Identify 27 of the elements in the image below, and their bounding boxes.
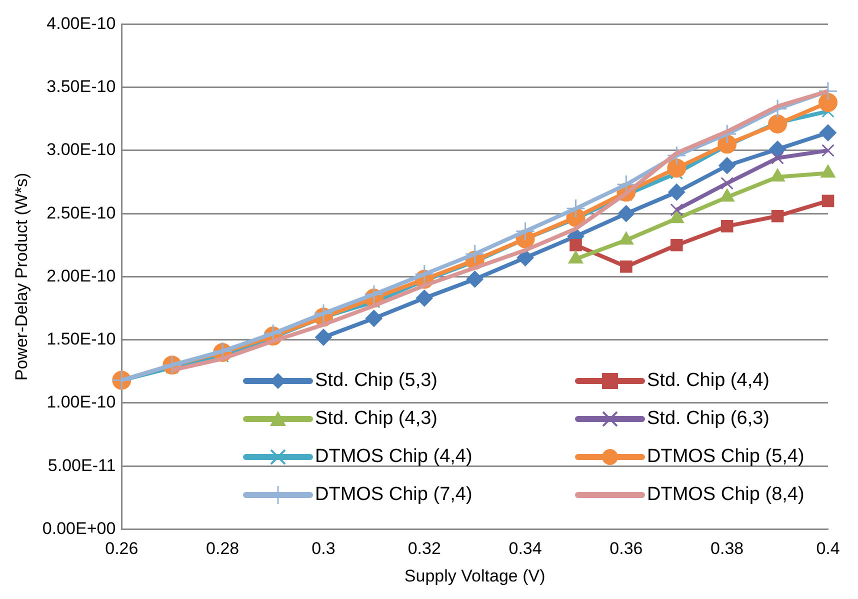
legend-label: Std. Chip (6,3)	[647, 408, 770, 430]
legend-label: Std. Chip (4,3)	[315, 408, 438, 430]
legend-label: DTMOS Chip (8,4)	[647, 484, 804, 506]
x-tick-label: 0.26	[105, 539, 138, 558]
y-tick-label: 3.00E-10	[46, 140, 116, 160]
x-tick-label: 0.4	[816, 539, 840, 558]
x-tick-label: 0.3	[312, 539, 336, 558]
x-tick-label: 0.32	[408, 539, 441, 558]
legend-label: Std. Chip (5,3)	[315, 370, 438, 392]
y-tick-label: 2.50E-10	[46, 203, 116, 222]
x-tick-label: 0.38	[710, 539, 744, 558]
y-tick-label: 3.50E-10	[46, 77, 116, 96]
y-tick-label: 0.00E+00	[42, 518, 116, 538]
legend-label: DTMOS Chip (7,4)	[315, 484, 472, 506]
x-tick-label: 0.28	[206, 539, 240, 558]
legend-label: DTMOS Chip (5,4)	[647, 446, 804, 468]
x-axis-title: Supply Voltage (V)	[404, 566, 546, 586]
y-axis-title: Power-Delay Product (W*s)	[12, 172, 31, 381]
legend-label: Std. Chip (4,4)	[647, 370, 770, 392]
y-tick-label: 1.00E-10	[46, 392, 116, 412]
x-tick-label: 0.34	[508, 539, 542, 558]
y-tick-label: 4.00E-10	[46, 14, 116, 33]
y-tick-label: 2.00E-10	[46, 266, 116, 286]
y-tick-label: 1.50E-10	[46, 330, 116, 349]
y-tick-label: 5.00E-11	[48, 456, 116, 475]
legend-label: DTMOS Chip (4,4)	[315, 446, 472, 468]
x-tick-label: 0.36	[610, 539, 643, 558]
